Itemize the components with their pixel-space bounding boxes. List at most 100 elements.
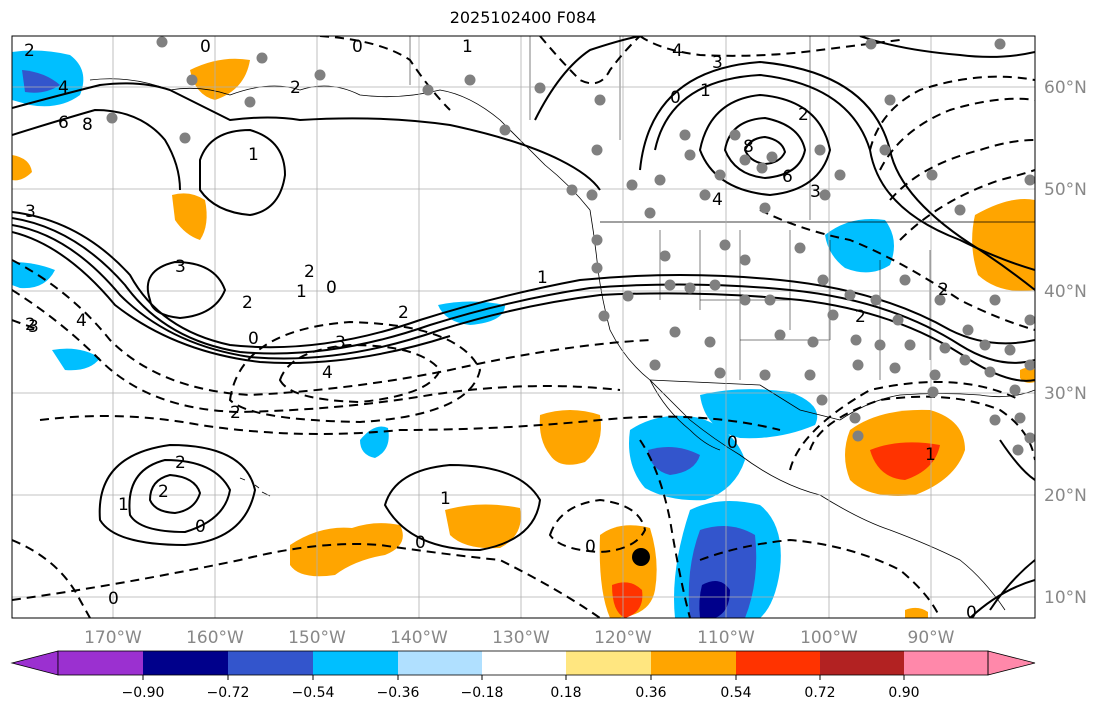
lon-label: 160°W — [186, 628, 244, 648]
colorbar-segment — [904, 651, 988, 675]
shade-navy-108 — [699, 581, 730, 618]
shade-orange-137 — [445, 504, 521, 549]
contour-label: 8 — [743, 137, 754, 157]
map-frame — [11, 35, 1036, 619]
lon-label: 150°W — [288, 628, 346, 648]
dashed-contours — [12, 36, 1035, 618]
colorbar-segment — [566, 651, 651, 675]
colorbar-tick-label: 0.18 — [550, 685, 581, 701]
contour-label: 6 — [782, 167, 793, 187]
contour-label: 0 — [326, 278, 337, 298]
shade-orange-150 — [290, 523, 403, 577]
shade-nw-orange — [190, 58, 250, 100]
shade-orange-fl — [1020, 367, 1035, 383]
shade-blue-sm2 — [360, 426, 389, 458]
colorbar-segment — [398, 651, 482, 675]
lat-label: 20°N — [1044, 486, 1087, 506]
contour-label: 2 — [398, 303, 409, 323]
shade-red-92 — [870, 442, 940, 480]
contour-label: 4 — [76, 311, 87, 331]
contour-label: 3 — [712, 53, 723, 73]
mexico-border — [649, 379, 841, 421]
colorbar-segment — [820, 651, 904, 675]
shade-blue-sm1 — [52, 348, 100, 371]
lat-label: 10°N — [1044, 588, 1087, 608]
colorbar-tick-label: 0.36 — [635, 685, 666, 701]
colorbar-segment — [736, 651, 820, 675]
station-dots[interactable] — [106, 36, 1036, 456]
contour-label: 0 — [966, 603, 977, 623]
shade-dark-110 — [648, 446, 700, 475]
colorbar: −0.90 −0.72 −0.54 −0.36 −0.18 0.18 0.36 … — [10, 650, 1036, 701]
contour-label: 2 — [24, 41, 35, 61]
contour-label: 3 — [28, 317, 39, 337]
shade-red-120 — [612, 582, 643, 618]
contour-label: 0 — [727, 433, 738, 453]
contour-label: 0 — [195, 517, 206, 537]
contour-label: 0 — [108, 589, 119, 609]
contour-label: 0 — [352, 37, 363, 57]
shade-blue-west — [12, 262, 55, 289]
pacific-nw-coast — [589, 209, 821, 496]
colorbar-ticks — [142, 675, 905, 680]
lon-label: 130°W — [492, 628, 550, 648]
lon-label: 110°W — [697, 628, 755, 648]
contour-label: 2 — [175, 453, 186, 473]
contour-label: 1 — [462, 37, 473, 57]
contour-label: 3 — [175, 257, 186, 277]
contour-label: 0 — [670, 88, 681, 108]
colorbar-tick-label: 0.90 — [888, 685, 919, 701]
contour-label: 4 — [712, 190, 723, 210]
contour-label: 1 — [118, 495, 129, 515]
lat-label: 30°N — [1044, 384, 1087, 404]
contour-label: 4 — [322, 363, 333, 383]
colorbar-extend-right — [987, 650, 1036, 676]
contour-label: 1 — [700, 81, 711, 101]
contour-label: 0 — [200, 37, 211, 57]
colorbar-tick-label: −0.54 — [292, 685, 335, 701]
lon-label: 100°W — [800, 628, 858, 648]
lon-label: 90°W — [908, 628, 955, 648]
contour-label: 2 — [798, 105, 809, 125]
map-plot-area[interactable]: 0 2 4 6 8 1 2 3 0 1 3 2 1 2 0 0 2 3 4 2 … — [12, 36, 1036, 623]
contour-label: 0 — [415, 533, 426, 553]
contour-label: 1 — [925, 445, 936, 465]
shade-w-orange — [12, 155, 32, 181]
longitude-axis: 170°W 160°W 150°W 140°W 130°W 120°W 110°… — [84, 628, 955, 648]
contour-label: 3 — [810, 182, 821, 202]
colorbar-tick-label: −0.36 — [377, 685, 420, 701]
colorbar-extend-left — [10, 650, 59, 676]
location-marker[interactable] — [632, 548, 650, 566]
central-america-coast — [819, 494, 1006, 611]
colorbar-segment — [143, 651, 228, 675]
contour-label: 8 — [82, 115, 93, 135]
contour-label: 2 — [230, 403, 241, 423]
colorbar-tick-label: −0.18 — [461, 685, 504, 701]
colorbar-segment — [313, 651, 398, 675]
lat-label: 60°N — [1044, 78, 1087, 98]
contour-label: 4 — [672, 41, 683, 61]
colorbar-segment — [651, 651, 736, 675]
contour-label: 2 — [938, 280, 949, 300]
solid-contours — [12, 36, 1035, 618]
contour-label: 2 — [242, 293, 253, 313]
contour-label: 2 — [855, 307, 866, 327]
contour-label: 3 — [335, 333, 346, 353]
contour-label: 0 — [585, 537, 596, 557]
contour-label: 4 — [58, 78, 69, 98]
colorbar-tick-label: 0.54 — [720, 685, 751, 701]
shade-orange-sm — [905, 607, 928, 618]
contour-label: 2 — [25, 315, 36, 335]
contour-label: 1 — [537, 268, 548, 288]
colorbar-frame — [57, 650, 989, 676]
contour-label: 3 — [25, 202, 36, 222]
latitude-axis: 60°N 50°N 40°N 30°N 20°N 10°N — [1044, 78, 1087, 608]
lat-label: 50°N — [1044, 180, 1087, 200]
shade-blue-105 — [700, 389, 818, 439]
colorbar-segment — [228, 651, 313, 675]
contour-label: 2 — [290, 78, 301, 98]
colorbar-tick-label: −0.72 — [207, 685, 250, 701]
lon-label: 120°W — [594, 628, 652, 648]
colorbar-tick-label: 0.72 — [804, 685, 835, 701]
lon-label: 170°W — [84, 628, 142, 648]
